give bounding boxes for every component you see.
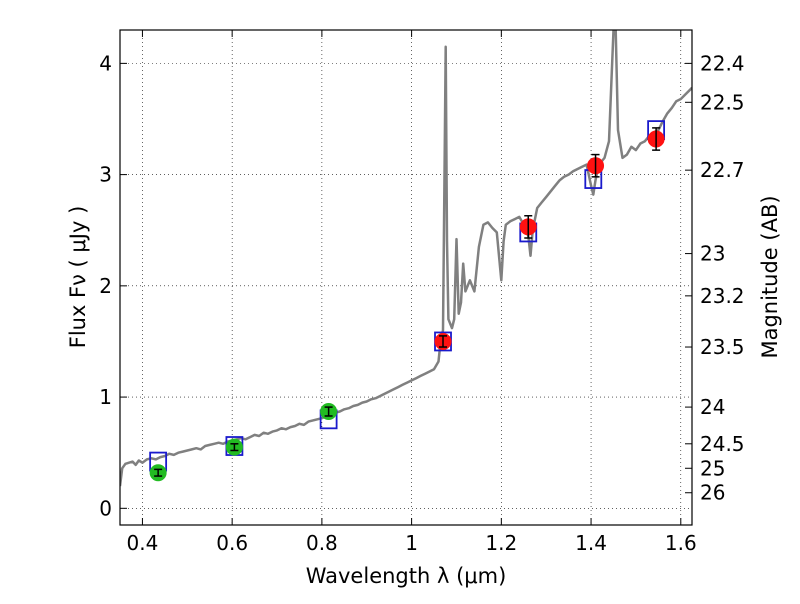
right-tick-label: 26 xyxy=(700,481,725,505)
right-tick-label: 24 xyxy=(700,395,725,419)
spectrum-line xyxy=(120,30,692,487)
right-tick-label: 23 xyxy=(700,242,725,266)
y-tick-label: 0 xyxy=(99,496,112,520)
right-tick-label: 23.5 xyxy=(700,335,745,359)
right-y-axis-title: Magnitude (AB) xyxy=(758,195,782,358)
y-tick-label: 1 xyxy=(99,385,112,409)
right-tick-label: 24.5 xyxy=(700,432,745,456)
right-tick-label: 22.7 xyxy=(700,158,745,182)
plot-area xyxy=(120,30,692,487)
y-tick-label: 3 xyxy=(99,163,112,187)
tick-marks xyxy=(120,30,692,525)
right-tick-label: 25 xyxy=(700,456,725,480)
x-tick-label: 1.2 xyxy=(485,531,517,555)
x-tick-label: 0.6 xyxy=(216,531,248,555)
y-axis-title: Flux Fν ( μJy ) xyxy=(66,206,90,349)
right-tick-label: 23.2 xyxy=(700,284,745,308)
grid-lines xyxy=(120,30,692,525)
x-axis-title: Wavelength λ (μm) xyxy=(306,564,507,588)
x-tick-label: 1.6 xyxy=(665,531,697,555)
x-tick-label: 1.4 xyxy=(575,531,607,555)
y-tick-label: 2 xyxy=(99,274,112,298)
right-tick-label: 22.5 xyxy=(700,90,745,114)
x-tick-label: 1 xyxy=(405,531,418,555)
right-tick-label: 22.4 xyxy=(700,51,745,75)
plot-frame xyxy=(119,29,693,526)
x-tick-label: 0.8 xyxy=(306,531,338,555)
y-tick-label: 4 xyxy=(99,51,112,75)
x-tick-label: 0.4 xyxy=(127,531,159,555)
